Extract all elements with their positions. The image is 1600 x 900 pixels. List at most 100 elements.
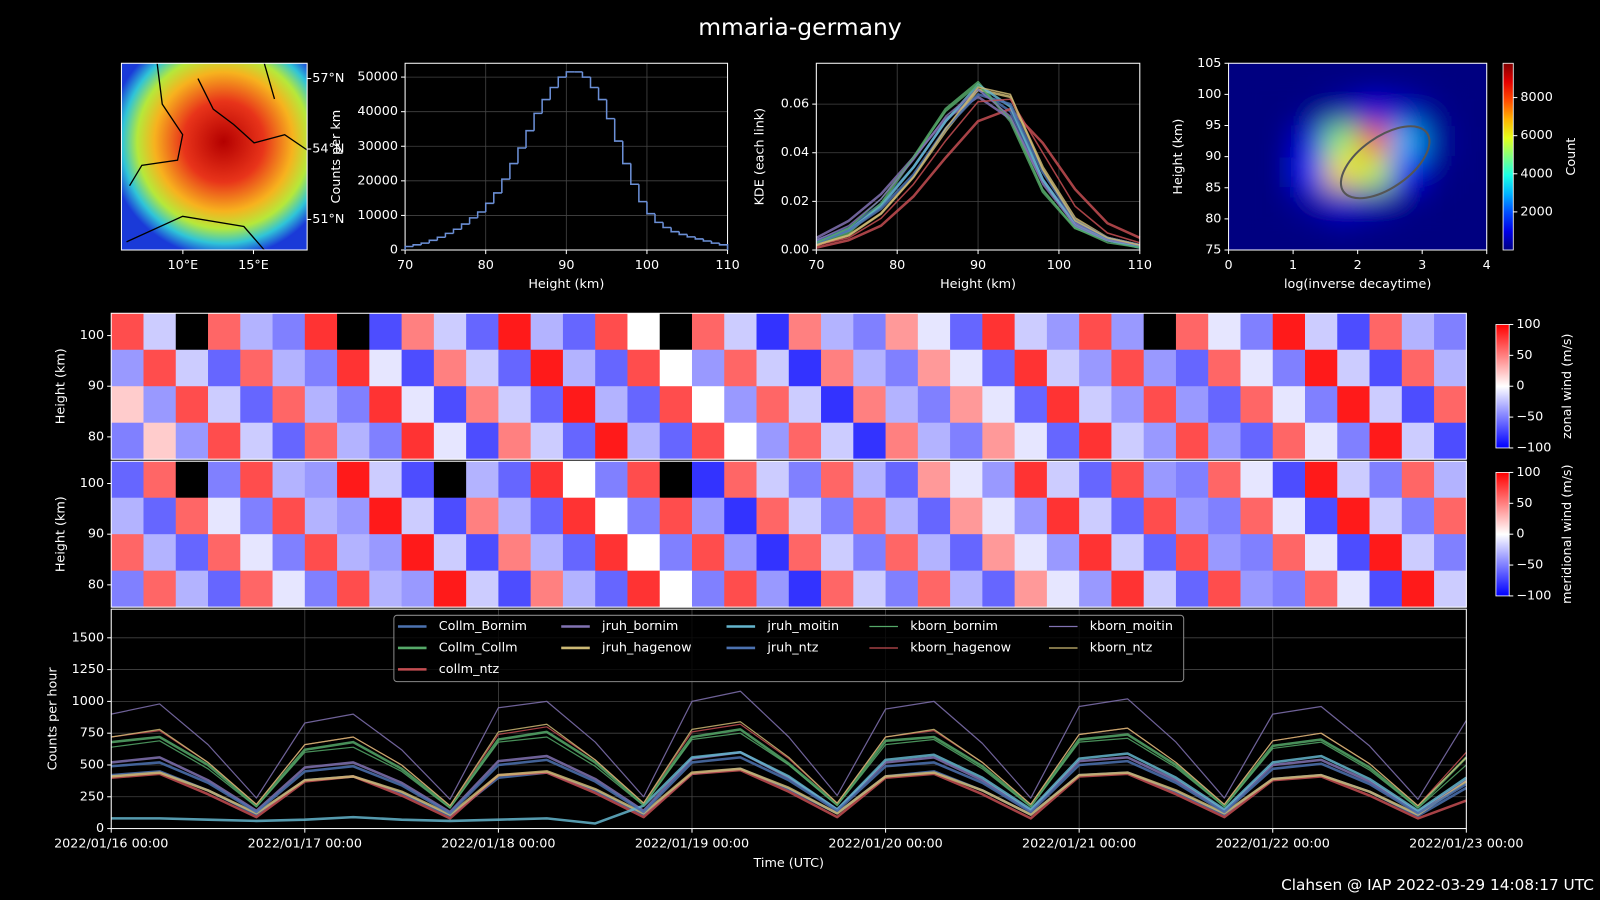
heatmap-cell <box>466 422 499 460</box>
heatmap-cell <box>111 497 144 535</box>
heatmap-cell <box>691 313 725 351</box>
histogram-step <box>702 238 712 242</box>
y-tick-label: 10000 <box>357 208 398 223</box>
heatmap-cell <box>788 313 822 351</box>
x-tick-label: 2022/01/20 00:00 <box>828 836 942 851</box>
heatmap-cell <box>917 386 951 424</box>
legend-box <box>393 614 1185 683</box>
heatmap-cell <box>143 497 177 535</box>
y-tick-label: 80 <box>1205 211 1221 226</box>
hist2d-cell <box>1325 63 1358 95</box>
heatmap-cell <box>982 349 1016 387</box>
heatmap-cell <box>1079 461 1112 499</box>
legend-label: collm_ntz <box>439 662 500 677</box>
heatmap-cell <box>208 497 241 535</box>
heatmap-cell <box>659 386 693 424</box>
y-axis-label: Height (km) <box>54 496 69 572</box>
colorbar <box>1502 62 1514 251</box>
heatmap-cell <box>1143 534 1177 572</box>
heatmap-cell <box>1111 386 1145 424</box>
heatmap-cell <box>304 461 338 499</box>
heatmap-cell <box>1305 461 1338 499</box>
heatmap-cell <box>1046 534 1080 572</box>
heatmap-cell <box>1401 570 1435 608</box>
histogram-step <box>597 87 607 101</box>
hist2d-cell <box>1357 63 1390 95</box>
heatmap-cell <box>111 570 144 608</box>
heatmap-cell <box>885 313 919 351</box>
heatmap-cell <box>337 534 370 572</box>
hist2d-cell <box>1422 94 1455 126</box>
histogram-step <box>436 236 446 241</box>
heatmap-cell <box>950 497 983 535</box>
histogram-step <box>452 228 462 234</box>
heatmap-cell <box>1014 313 1048 351</box>
heatmap-cell <box>1014 349 1048 387</box>
colorbar-tick-label: 100 <box>1516 317 1540 332</box>
heatmap-cell <box>821 313 854 351</box>
heatmap-cell <box>240 497 274 535</box>
heatmap-cell <box>530 386 564 424</box>
heatmap-cell <box>433 386 467 424</box>
heatmap-cell <box>756 313 790 351</box>
heatmap-cell <box>982 534 1016 572</box>
heatmap-cell <box>272 461 306 499</box>
heatmap-cell <box>1208 349 1241 387</box>
heatmap-cell <box>1337 313 1371 351</box>
heatmap-cell <box>724 461 758 499</box>
histogram-step <box>525 129 535 148</box>
heatmap-cell <box>208 349 241 387</box>
heatmap-cell <box>1337 534 1371 572</box>
axes-frame <box>404 62 729 251</box>
heatmap-cell <box>1305 570 1338 608</box>
y-tick-label: 0.06 <box>781 97 809 112</box>
heatmap-cell <box>821 422 854 460</box>
colorbar-tick-label: 8000 <box>1520 90 1552 105</box>
heatmap-cell <box>691 497 725 535</box>
heatmap-cell <box>369 422 403 460</box>
heatmap-cell <box>530 422 564 460</box>
heatmap-cell <box>562 497 596 535</box>
colorbar-tick-label: 4000 <box>1520 166 1552 181</box>
x-tick-label: 100 <box>635 258 659 273</box>
y-tick-label: 40000 <box>357 104 398 119</box>
heatmap-cell <box>917 313 951 351</box>
axes-frame <box>815 62 1141 251</box>
heatmap-cell <box>1046 497 1080 535</box>
hist2d-cell <box>1228 125 1261 157</box>
hist2d-cell <box>1228 156 1261 188</box>
x-tick-label: 2022/01/19 00:00 <box>635 836 749 851</box>
colorbar-tick-label: 0 <box>1516 527 1524 542</box>
heatmap-cell <box>1014 534 1048 572</box>
histogram-step <box>460 223 470 230</box>
heatmap-cell <box>1111 497 1145 535</box>
heatmap-cell <box>1240 422 1274 460</box>
heatmap-cell <box>530 461 564 499</box>
heatmap-cell <box>498 534 532 572</box>
heatmap-cell <box>788 386 822 424</box>
colorbar-tick-label: −100 <box>1516 440 1551 455</box>
heatmap-cell <box>853 534 887 572</box>
heatmap-cell <box>691 422 725 460</box>
heatmap-cell <box>272 534 306 572</box>
colorbar-tick-label: 6000 <box>1520 128 1552 143</box>
heatmap-cell <box>724 386 758 424</box>
heatmap-cell <box>1175 570 1209 608</box>
hist2d-cell <box>1357 94 1390 126</box>
heatmap-cell <box>950 313 983 351</box>
heatmap-cell <box>143 313 177 351</box>
heatmap-cell <box>1046 313 1080 351</box>
hist2d-cell <box>1389 94 1423 126</box>
heatmap-cell <box>466 386 499 424</box>
heatmap-cell <box>821 570 854 608</box>
heatmap-cell <box>530 534 564 572</box>
heatmap-cell <box>1079 386 1112 424</box>
heatmap-cell <box>788 534 822 572</box>
heatmap-cell <box>1079 422 1112 460</box>
histogram-step <box>476 211 486 218</box>
hist2d-cell <box>1357 218 1390 250</box>
heatmap-cell <box>853 349 887 387</box>
histogram-step <box>509 162 518 180</box>
heatmap-cell <box>1272 497 1306 535</box>
